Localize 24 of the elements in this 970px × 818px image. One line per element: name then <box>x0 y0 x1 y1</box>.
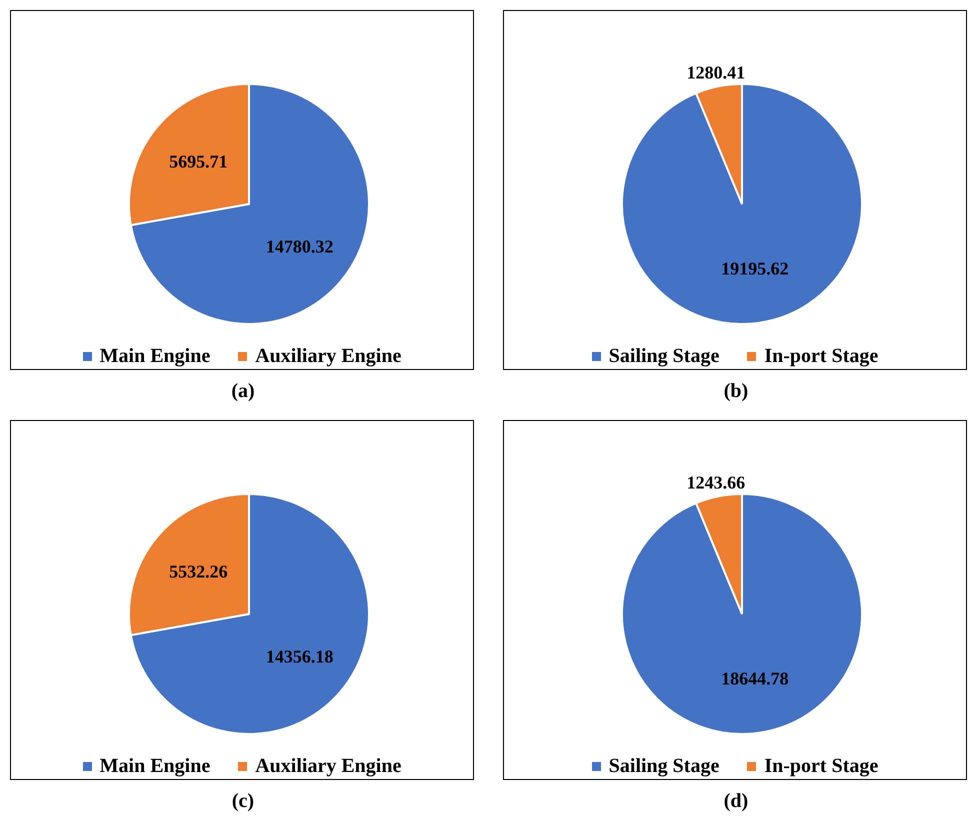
legend-label: Main Engine <box>100 345 210 368</box>
pie-slice <box>621 83 863 325</box>
data-label: 19195.62 <box>721 258 789 279</box>
data-label: 5695.71 <box>169 152 228 172</box>
legend-label: Sailing Stage <box>608 755 720 778</box>
text: (b) <box>722 380 750 403</box>
text: (a) <box>230 380 256 403</box>
data-label: 1243.66 <box>686 472 746 493</box>
pie-slice <box>130 493 370 735</box>
data-label: 1280.41 <box>686 62 746 83</box>
data-label: 5532.26 <box>169 562 228 582</box>
text: (d) <box>722 790 750 813</box>
legend-label: Auxiliary Engine <box>255 755 402 778</box>
pie-slice <box>621 493 863 735</box>
legend-label: Main Engine <box>100 755 210 778</box>
legend-label: Auxiliary Engine <box>255 345 402 368</box>
pie-slice <box>130 83 370 325</box>
data-label: 14780.32 <box>266 236 334 256</box>
data-label: 14356.18 <box>266 646 334 666</box>
legend-label: Sailing Stage <box>608 345 720 368</box>
legend-label: In-port Stage <box>764 755 878 778</box>
data-label: 18644.78 <box>721 668 789 689</box>
text: (c) <box>230 790 256 813</box>
legend-label: In-port Stage <box>764 345 878 368</box>
